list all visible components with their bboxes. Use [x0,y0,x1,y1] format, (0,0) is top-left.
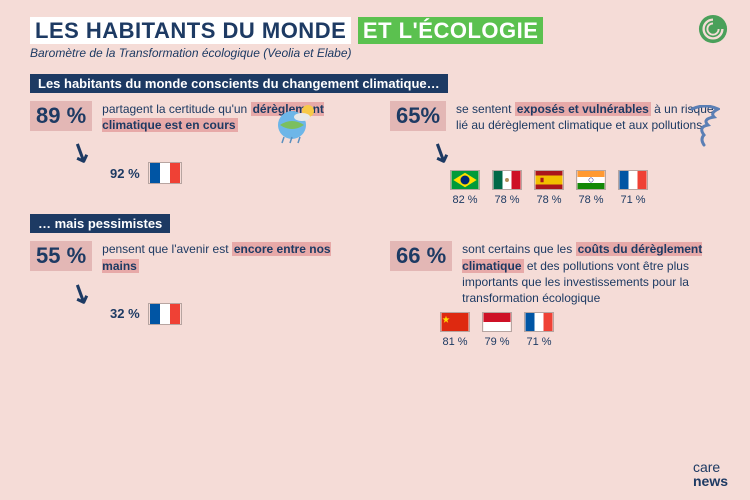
arrow-icon: ↘ [64,134,97,171]
flag-item-brazil: 82 % [450,170,480,206]
flag-row-65: 82 % 78 % 78 % 78 % 71 % [450,170,720,206]
france-flag-icon [148,303,182,325]
arrow-icon: ↘ [64,275,97,312]
france-detail-92: 92 % [110,162,360,184]
arrow-icon: ↘ [424,134,457,171]
france-detail-32: 32 % [110,303,360,325]
china-flag-icon [440,312,470,332]
brazil-flag-icon [450,170,480,190]
flag-row-66: 81 % 79 % 71 % [440,312,720,348]
france-flag-icon [618,170,648,190]
stat-block-65: 65% se sentent exposés et vulnérables à … [390,101,720,206]
france-flag-icon [148,162,182,184]
stat-55-text: pensent que l'avenir est encore entre no… [102,241,360,273]
section-1-header: Les habitants du monde conscients du cha… [30,74,448,93]
stat-55-pct: 55 % [30,241,92,271]
section-2-row: 55 % pensent que l'avenir est encore ent… [30,241,720,348]
stat-66-pct: 66 % [390,241,452,271]
flag-item-france: 71 % [618,170,648,206]
france-flag-icon [524,312,554,332]
subtitle: Baromètre de la Transformation écologiqu… [30,46,720,60]
page-title: LES HABITANTS DU MONDE ET L'ÉCOLOGIE [30,18,720,44]
flag-item-indonesia: 79 % [482,312,512,348]
carenews-logo: care news [693,461,728,488]
swirl-logo-icon [698,14,728,44]
infographic-page: LES HABITANTS DU MONDE ET L'ÉCOLOGIE Bar… [0,0,750,500]
stat-65-text: se sentent exposés et vulnérables à un r… [456,101,720,133]
climate-icon [270,97,320,147]
stat-66-text: sont certains que les coûts du dérègleme… [462,241,720,306]
stat-block-66: 66 % sont certains que les coûts du dérè… [390,241,720,348]
mexico-flag-icon [492,170,522,190]
title-part-1: LES HABITANTS DU MONDE [30,17,351,44]
tornado-icon [690,105,720,149]
india-flag-icon [576,170,606,190]
highlight-exposes: exposés et vulnérables [515,102,651,116]
flag-item-india: 78 % [576,170,606,206]
title-part-2: ET L'ÉCOLOGIE [358,17,544,44]
flag-item-china: 81 % [440,312,470,348]
spain-flag-icon [534,170,564,190]
indonesia-flag-icon [482,312,512,332]
stat-89-pct: 89 % [30,101,92,131]
flag-item-mexico: 78 % [492,170,522,206]
stat-65-pct: 65% [390,101,446,131]
stat-89-text: partagent la certitude qu'un dérèglement… [102,101,360,133]
stat-block-89: 89 % partagent la certitude qu'un dérègl… [30,101,360,206]
flag-item-spain: 78 % [534,170,564,206]
section-2-header: … mais pessimistes [30,214,170,233]
flag-item-france: 71 % [524,312,554,348]
stat-block-55: 55 % pensent que l'avenir est encore ent… [30,241,360,348]
section-1-row: 89 % partagent la certitude qu'un dérègl… [30,101,720,206]
